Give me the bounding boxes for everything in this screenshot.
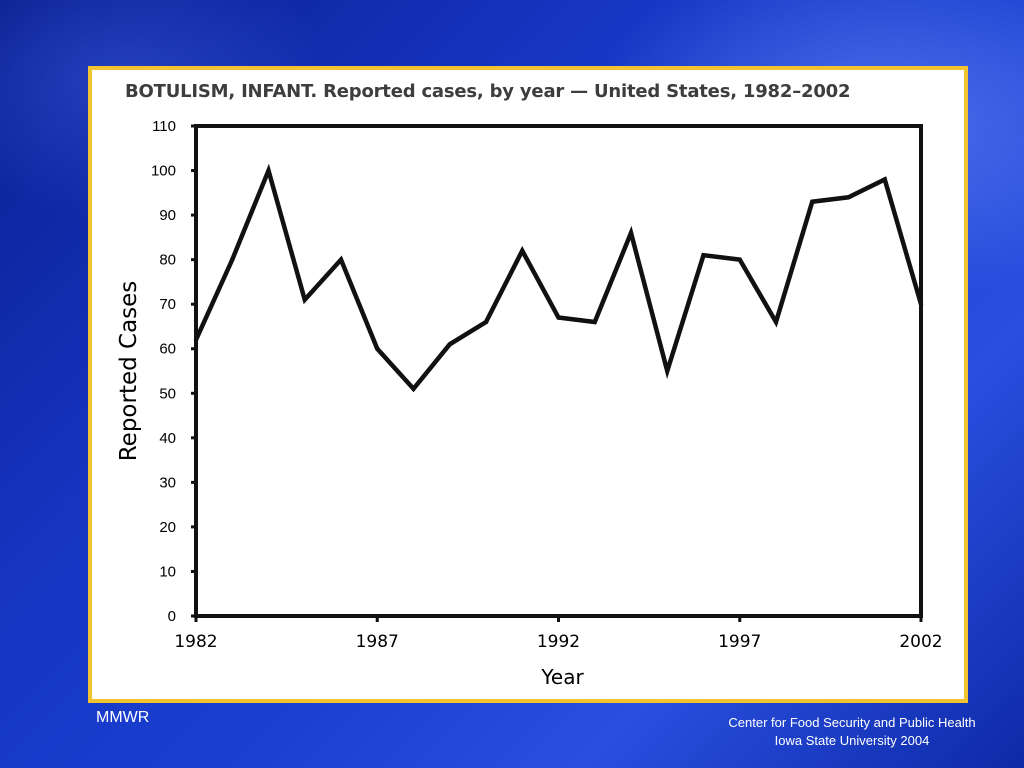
data-point: [447, 342, 452, 347]
data-point: [266, 168, 271, 173]
source-label: MMWR: [96, 709, 150, 726]
x-axis-label: Year: [540, 665, 584, 689]
x-tick-label: 1982: [174, 632, 217, 652]
data-point: [918, 301, 924, 307]
data-point: [592, 319, 597, 325]
y-axis-tick-labels: 0 10 20 30 40 50 60 70 80 90 100 110: [151, 118, 176, 625]
data-point: [338, 257, 344, 262]
y-tick-label: 30: [159, 474, 176, 491]
y-tick-label: 10: [159, 563, 176, 580]
y-tick-label: 40: [159, 430, 176, 447]
y-tick-label: 60: [159, 341, 176, 358]
x-tick-label: 1997: [718, 632, 761, 652]
y-tick-label: 20: [159, 519, 176, 536]
data-point: [701, 252, 706, 258]
y-tick-label: 110: [152, 118, 176, 135]
chart-title: BOTULISM, INFANT. Reported cases, by yea…: [125, 81, 851, 102]
data-point: [846, 195, 851, 200]
data-point: [665, 368, 670, 374]
data-point: [556, 315, 561, 320]
x-tick-label: 1992: [537, 632, 580, 652]
data-point: [810, 199, 815, 204]
credit-line-2: Iowa State University 2004: [774, 733, 930, 748]
y-tick-label: 90: [159, 207, 176, 224]
data-point: [483, 319, 489, 325]
credit-line-1: Center for Food Security and Public Heal…: [728, 715, 976, 730]
y-tick-label: 0: [168, 608, 176, 625]
data-point: [411, 386, 416, 392]
x-axis-tick-labels: 1982 1987 1992 1997 2002: [174, 632, 942, 652]
data-point: [882, 177, 887, 182]
y-tick-label: 70: [159, 296, 176, 313]
chart-frame: [88, 66, 968, 703]
y-tick-label: 100: [151, 163, 176, 180]
x-tick-label: 1987: [356, 632, 399, 652]
x-tick-label: 2002: [899, 632, 942, 652]
data-point: [737, 257, 742, 262]
credit-block: Center for Food Security and Public Heal…: [702, 714, 1002, 750]
series-group: [193, 163, 924, 393]
data-point: [230, 257, 235, 262]
data-point: [302, 297, 307, 302]
y-tick-label: 80: [159, 252, 176, 269]
data-point: [773, 319, 779, 325]
y-tick-label: 50: [159, 385, 176, 402]
data-point: [193, 337, 199, 343]
data-point: [628, 230, 634, 236]
y-axis-label: Reported Cases: [116, 281, 142, 462]
plot-area-border: [194, 124, 923, 618]
data-point: [375, 346, 380, 351]
data-point: [520, 248, 525, 253]
